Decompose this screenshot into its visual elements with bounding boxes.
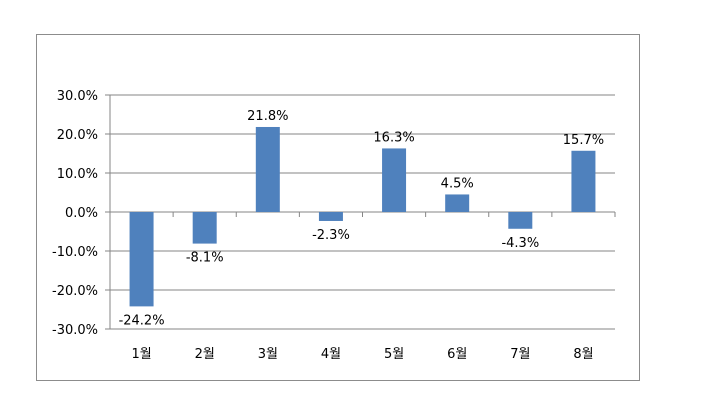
y-tick-label: 10.0% bbox=[57, 167, 98, 182]
bar-2 bbox=[192, 212, 217, 244]
bar-5 bbox=[382, 148, 407, 212]
y-tick-label: -20.0% bbox=[52, 284, 98, 299]
data-label: -4.3% bbox=[501, 236, 539, 251]
x-tick-label: 8월 bbox=[573, 347, 593, 362]
x-tick-label: 3월 bbox=[258, 347, 278, 362]
bar-3 bbox=[255, 126, 280, 212]
x-tick-label: 2월 bbox=[195, 347, 215, 362]
bar-1 bbox=[129, 212, 154, 307]
data-label: -8.1% bbox=[186, 251, 224, 266]
bar-4 bbox=[318, 212, 343, 221]
y-tick-label: 30.0% bbox=[57, 89, 98, 104]
data-label: 21.8% bbox=[247, 109, 288, 124]
data-label: 16.3% bbox=[373, 130, 414, 145]
x-tick-label: 7월 bbox=[510, 347, 530, 362]
x-tick-label: 4월 bbox=[321, 347, 341, 362]
bar-7 bbox=[508, 212, 533, 229]
chart-frame bbox=[36, 34, 640, 381]
y-tick-label: 0.0% bbox=[65, 206, 98, 221]
y-tick-label: -30.0% bbox=[52, 323, 98, 338]
bar-8 bbox=[571, 150, 596, 212]
bar-6 bbox=[445, 194, 470, 212]
data-label: -2.3% bbox=[312, 228, 350, 243]
x-tick-label: 6월 bbox=[447, 347, 467, 362]
data-label: 4.5% bbox=[441, 176, 474, 191]
data-label: 15.7% bbox=[563, 133, 604, 148]
data-label: -24.2% bbox=[119, 313, 165, 328]
x-tick-label: 1월 bbox=[131, 347, 151, 362]
y-tick-label: -10.0% bbox=[52, 245, 98, 260]
y-tick-label: 20.0% bbox=[57, 128, 98, 143]
x-tick-label: 5월 bbox=[384, 347, 404, 362]
